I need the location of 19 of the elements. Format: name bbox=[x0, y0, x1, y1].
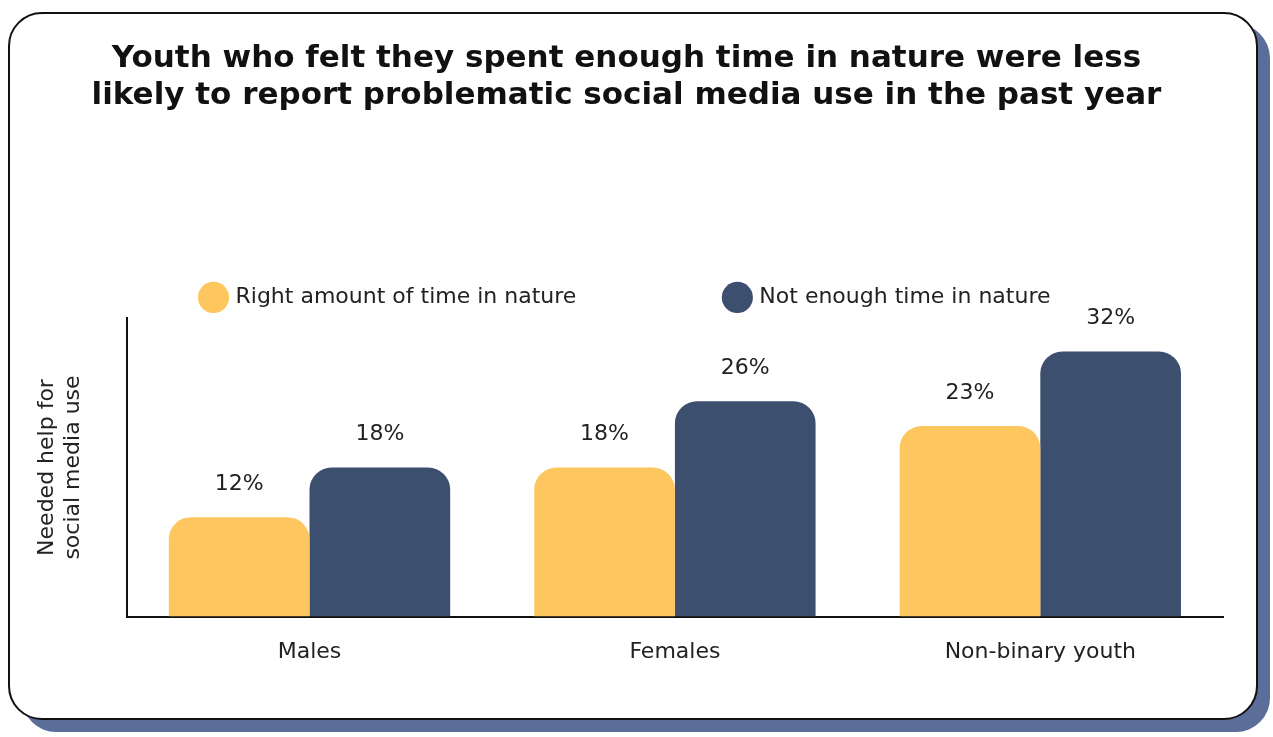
chart-title: Youth who felt they spent enough time in nature were less likely to report problematic social media use in the past year bbox=[91, 37, 1163, 111]
bar bbox=[899, 426, 1041, 617]
legend-label: Right amount of time in nature bbox=[235, 283, 577, 309]
data-label: 23% bbox=[945, 378, 995, 404]
x-tick-label: Non-binary youth bbox=[944, 637, 1136, 663]
bar bbox=[1040, 351, 1181, 617]
data-label: 26% bbox=[720, 353, 770, 379]
y-axis-title: Needed help for social media use bbox=[32, 375, 85, 560]
data-label: 32% bbox=[1086, 304, 1136, 330]
bar bbox=[168, 517, 310, 617]
x-tick-label: Females bbox=[629, 637, 721, 663]
legend-label: Not enough time in nature bbox=[759, 283, 1051, 309]
x-tick-label: Males bbox=[277, 637, 342, 663]
data-label: 18% bbox=[580, 420, 630, 446]
bar bbox=[309, 467, 451, 617]
data-label: 18% bbox=[355, 420, 405, 446]
data-label: 12% bbox=[214, 469, 264, 495]
bar bbox=[534, 467, 675, 617]
bar bbox=[674, 401, 816, 617]
